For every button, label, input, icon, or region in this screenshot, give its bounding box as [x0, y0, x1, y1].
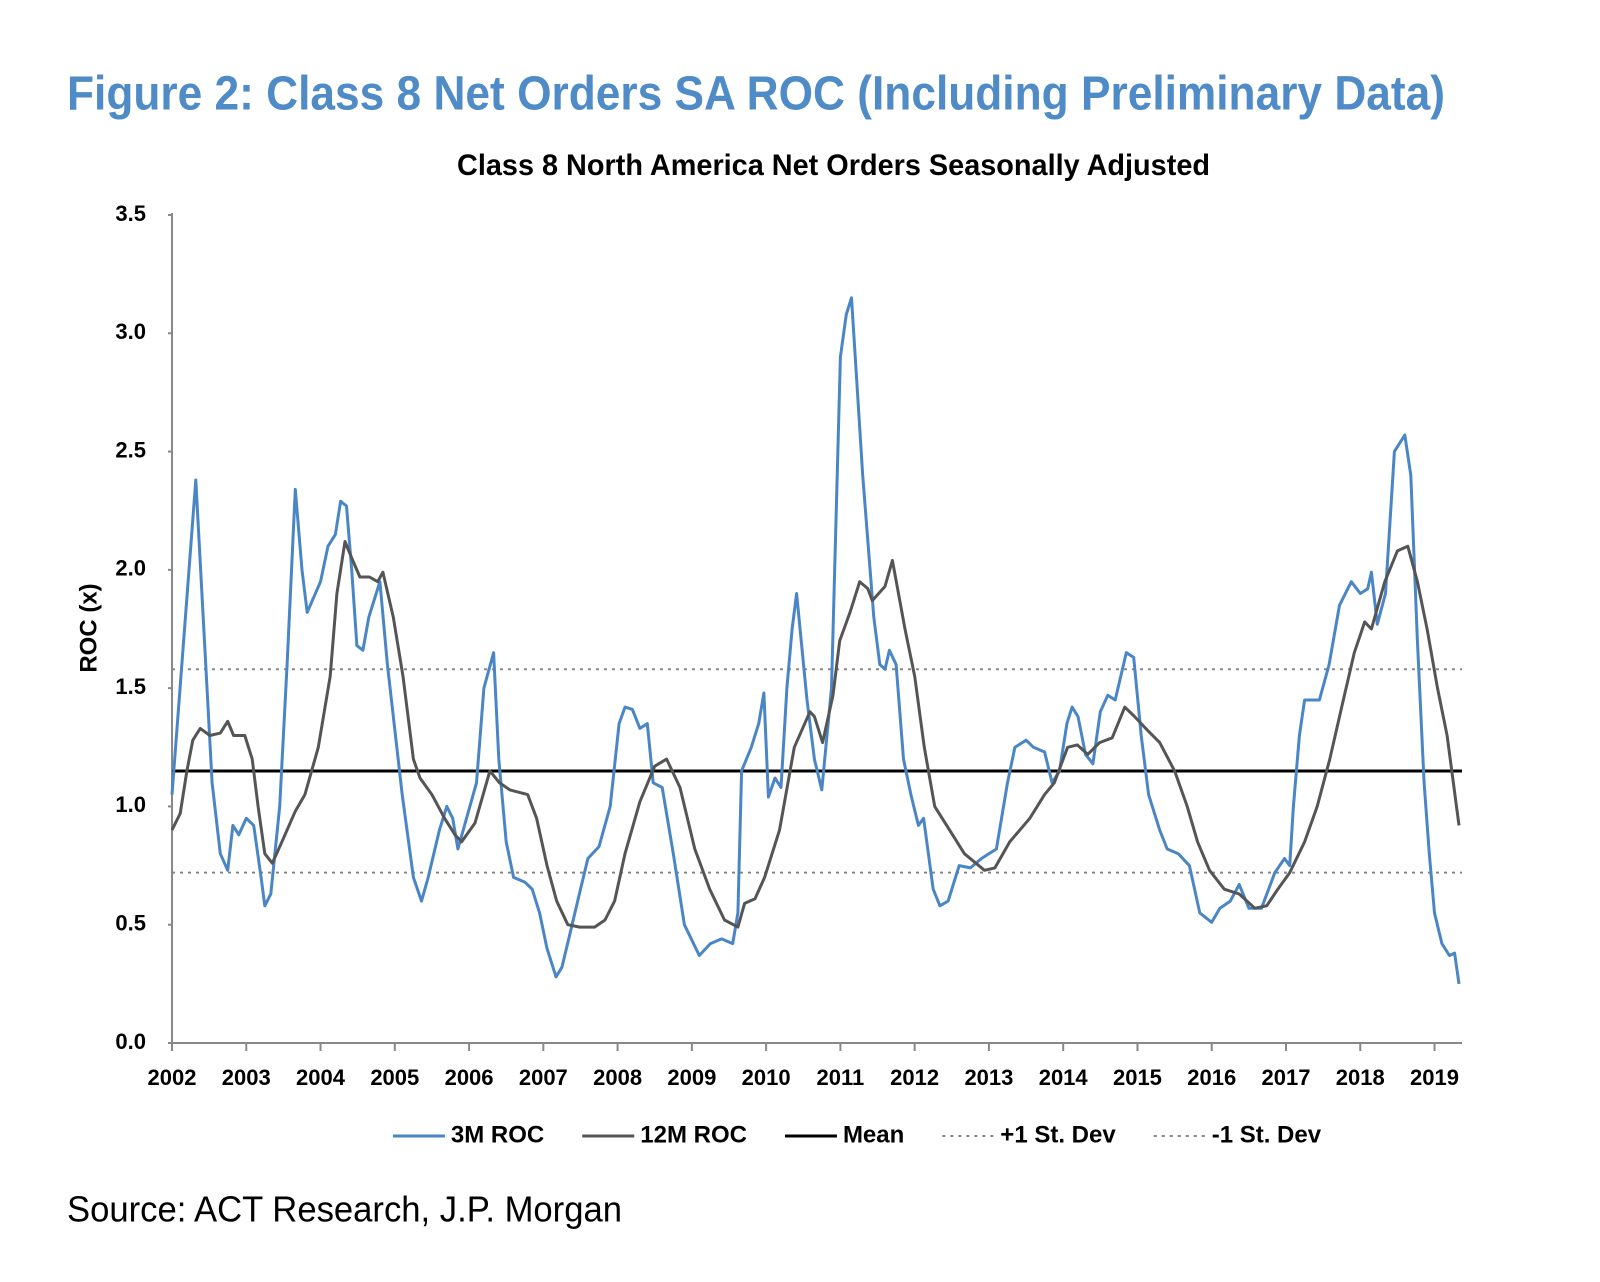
legend-label: +1 St. Dev — [1000, 1121, 1116, 1148]
legend-label: -1 St. Dev — [1212, 1121, 1322, 1148]
series-line — [170, 540, 1461, 929]
y-tick-label: 3.5 — [115, 201, 146, 226]
chart-title: Figure 2: Class 8 Net Orders SA ROC (Inc… — [67, 68, 1445, 121]
chart-subtitle: Class 8 North America Net Orders Seasona… — [457, 149, 1210, 182]
source-note: Source: ACT Research, J.P. Morgan — [67, 1189, 622, 1230]
x-tick-label: 2019 — [1410, 1065, 1459, 1090]
x-tick-label: 2014 — [1039, 1065, 1089, 1090]
y-tick-label: 1.5 — [115, 674, 146, 699]
x-tick-label: 2003 — [222, 1065, 271, 1090]
legend-label: Mean — [843, 1121, 904, 1148]
x-tick-label: 2007 — [519, 1065, 568, 1090]
x-tick-label: 2010 — [742, 1065, 791, 1090]
x-tick-label: 2018 — [1336, 1065, 1385, 1090]
y-tick-label: 1.0 — [115, 792, 146, 817]
series-line — [170, 296, 1461, 985]
y-tick-label: 3.0 — [115, 319, 146, 344]
y-tick-label: 0.0 — [115, 1029, 146, 1054]
x-tick-label: 2016 — [1187, 1065, 1236, 1090]
x-tick-label: 2013 — [964, 1065, 1013, 1090]
x-tick-label: 2006 — [445, 1065, 494, 1090]
y-tick-label: 2.0 — [115, 556, 146, 581]
legend-label: 12M ROC — [640, 1121, 747, 1148]
x-tick-label: 2011 — [817, 1065, 865, 1090]
x-tick-label: 2012 — [890, 1065, 939, 1090]
x-tick-label: 2004 — [296, 1065, 346, 1090]
x-tick-label: 2015 — [1113, 1065, 1162, 1090]
x-tick-label: 2005 — [370, 1065, 419, 1090]
y-tick-label: 2.5 — [115, 437, 146, 462]
legend-label: 3M ROC — [451, 1121, 544, 1148]
x-tick-label: 2002 — [148, 1065, 197, 1090]
x-tick-label: 2009 — [667, 1065, 716, 1090]
x-tick-label: 2017 — [1262, 1065, 1311, 1090]
y-axis-label: ROC (x) — [75, 583, 102, 672]
x-tick-label: 2008 — [593, 1065, 642, 1090]
y-tick-label: 0.5 — [115, 911, 146, 936]
